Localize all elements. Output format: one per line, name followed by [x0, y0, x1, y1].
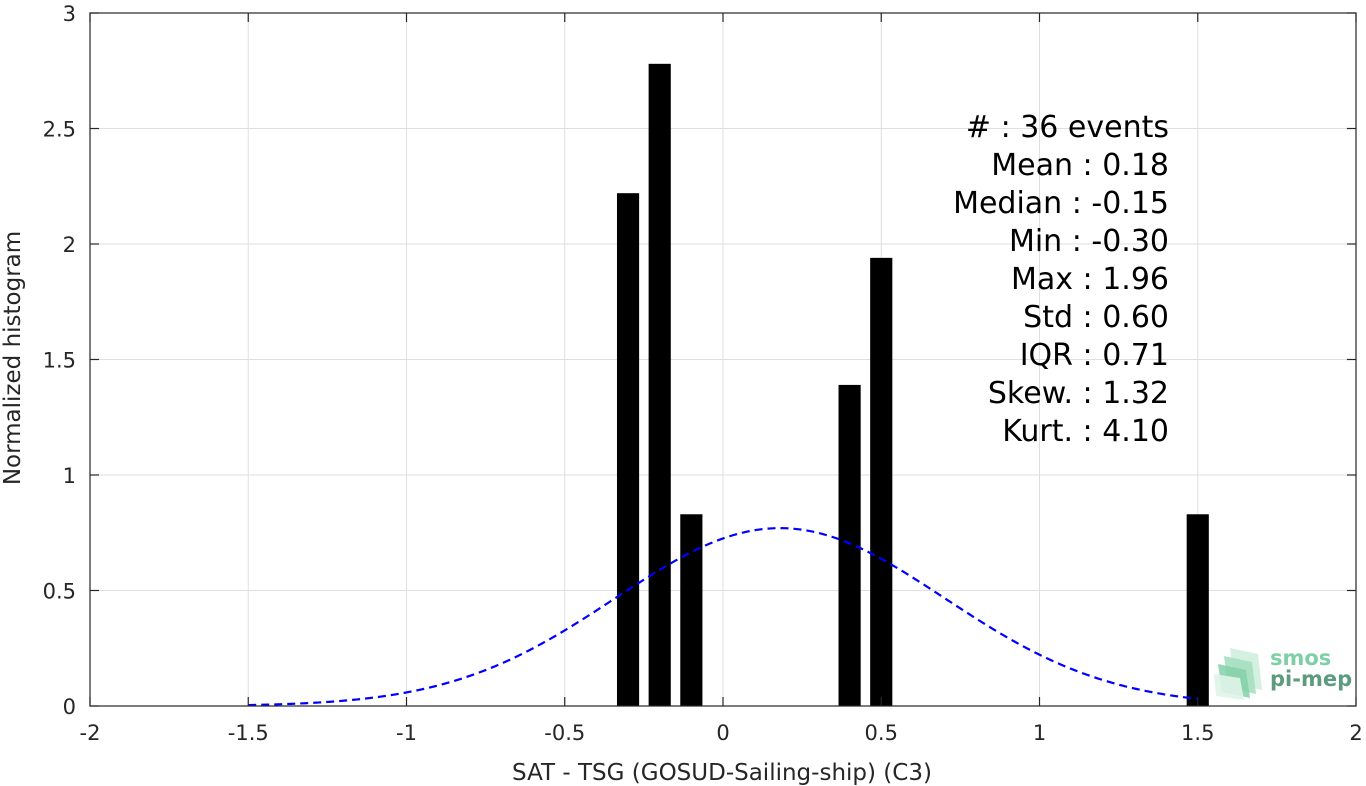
- x-tick-label-2: -1: [396, 721, 417, 745]
- y-tick-label-0: 0: [63, 695, 76, 719]
- x-tick-label-4: 0: [716, 721, 729, 745]
- histogram-bar-4: [870, 257, 893, 706]
- y-tick-label-4: 2: [63, 233, 76, 257]
- logo-text-smos: smos: [1270, 646, 1331, 670]
- y-tick-label-3: 1.5: [43, 349, 76, 373]
- stat-line-8: Kurt. : 4.10: [1002, 414, 1169, 449]
- y-tick-label-5: 2.5: [43, 118, 76, 142]
- stat-line-1: Mean : 0.18: [991, 148, 1169, 183]
- x-tick-label-1: -1.5: [228, 721, 269, 745]
- x-tick-label-0: -2: [80, 721, 101, 745]
- x-axis-label: SAT - TSG (GOSUD-Sailing-ship) (C3): [512, 760, 932, 786]
- stat-line-0: # : 36 events: [966, 110, 1169, 145]
- axis-ticks: [89, 12, 1357, 707]
- y-tick-label-6: 3: [63, 2, 76, 26]
- histogram-bar-5: [1186, 514, 1209, 706]
- stat-line-7: Skew. : 1.32: [988, 376, 1169, 411]
- x-tick-labels: -2 -1.5 -1 -0.5 0 0.5 1 1.5 2: [80, 721, 1363, 745]
- stat-line-5: Std : 0.60: [1023, 300, 1169, 335]
- y-tick-label-1: 0.5: [43, 580, 76, 604]
- stat-line-6: IQR : 0.71: [1020, 338, 1169, 373]
- normal-fit-curve: [248, 527, 1198, 707]
- y-tick-labels: 0 0.5 1 1.5 2 2.5 3: [43, 2, 76, 719]
- histogram-bar-0: [616, 193, 640, 706]
- stat-line-2: Median : -0.15: [953, 186, 1169, 221]
- logo-text-pi-mep: pi-mep: [1270, 667, 1352, 691]
- histogram-bar-2: [680, 514, 703, 706]
- logo-mark-icon: [1214, 648, 1262, 700]
- stat-line-4: Max : 1.96: [1011, 262, 1169, 297]
- x-tick-label-3: -0.5: [544, 721, 585, 745]
- histogram-bar-3: [838, 384, 861, 706]
- y-tick-label-2: 1: [63, 464, 76, 488]
- histogram-bars: [616, 63, 1209, 706]
- x-tick-label-8: 2: [1349, 721, 1362, 745]
- x-tick-label-6: 1: [1033, 721, 1046, 745]
- smos-pi-mep-logo: smos pi-mep: [1214, 646, 1352, 700]
- x-tick-label-5: 0.5: [865, 721, 898, 745]
- y-axis-label: Normalized histogram: [0, 231, 26, 485]
- histogram-bar-1: [648, 63, 671, 706]
- stat-line-3: Min : -0.30: [1009, 224, 1169, 259]
- x-tick-label-7: 1.5: [1181, 721, 1214, 745]
